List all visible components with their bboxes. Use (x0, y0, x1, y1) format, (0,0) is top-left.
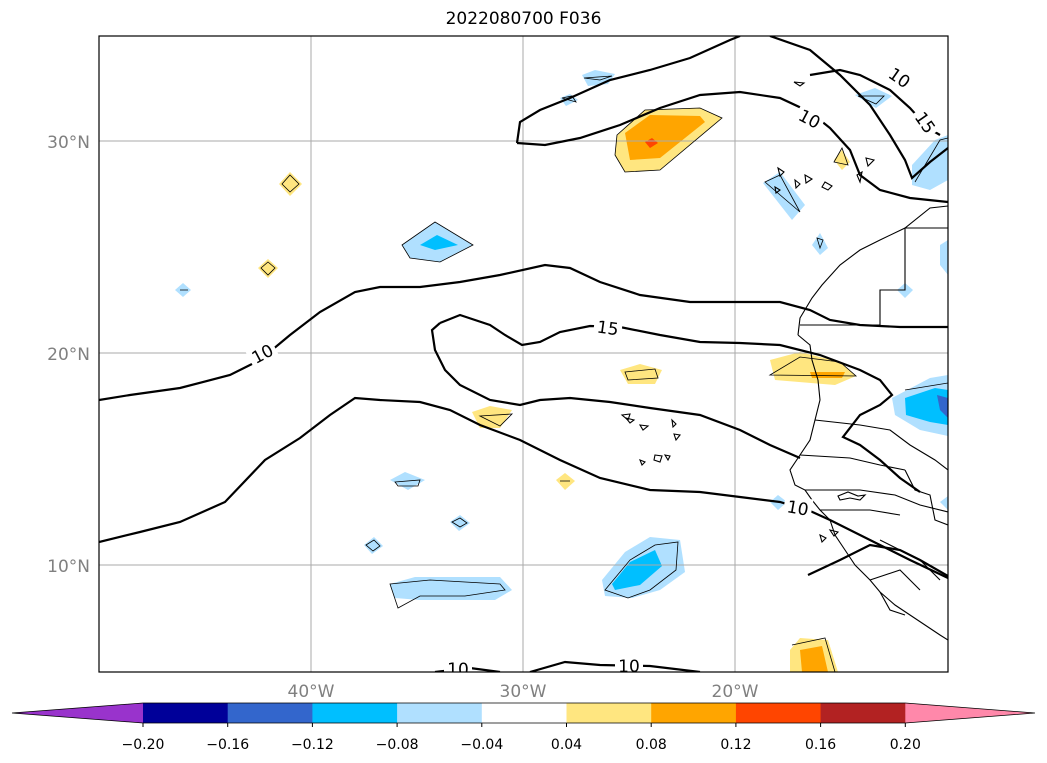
fill-positive (279, 172, 302, 196)
colorbar-tick-label: −0.16 (206, 737, 249, 753)
contour-label: 10 (447, 660, 469, 680)
colorbar-tick-label: 0.16 (805, 737, 836, 753)
fill-negative (364, 537, 383, 554)
lon-label: 20°W (712, 682, 759, 702)
fill-positive (800, 646, 828, 672)
contour-label: 15 (596, 318, 620, 341)
fill-negative (450, 515, 470, 531)
colorbar-segment (143, 703, 229, 723)
fill-negative (940, 496, 948, 510)
fill-negative (612, 550, 662, 590)
colorbar-tick-label: −0.20 (122, 737, 165, 753)
colorbar-tick-label: 0.08 (636, 737, 667, 753)
lat-label: 30°N (47, 133, 90, 153)
fill-negative (763, 172, 805, 220)
lat-label: 20°N (47, 345, 90, 365)
fill-positive (556, 473, 575, 490)
fill-negative (420, 235, 458, 250)
contour-label: 10 (618, 657, 640, 677)
fill-positive (625, 115, 705, 160)
lat-label: 10°N (47, 557, 90, 577)
fill-positive (258, 259, 278, 278)
colorbar-tick-label: −0.12 (291, 737, 334, 753)
colorbar-tick-label: −0.08 (376, 737, 419, 753)
colorbar-segment (397, 703, 483, 723)
contour-labels: 10 15 10 10 15 10 10 10 (244, 60, 943, 680)
fill-negative (937, 395, 948, 418)
colorbar-segment (481, 703, 567, 723)
anomaly-fills (175, 70, 948, 672)
colorbar-extend-min (12, 703, 143, 723)
gridlines (99, 36, 948, 672)
fill-positive (810, 372, 845, 378)
colorbar-segment (227, 703, 313, 723)
fill-negative (940, 240, 948, 275)
fill-positive (472, 406, 512, 428)
colorbar-segment (735, 703, 822, 723)
colorbar: −0.20 −0.16 −0.12 −0.08 −0.04 0.04 0.08 0.12 0.1… (11, 702, 1036, 753)
anomaly-outlines (180, 75, 948, 672)
colorbar-segment (566, 703, 652, 723)
map-frame (98, 35, 949, 673)
fill-negative (390, 577, 512, 600)
contour-lines (99, 36, 948, 672)
colorbar-tick-label: 0.20 (890, 737, 921, 753)
fill-negative (855, 88, 892, 108)
colorbar-extend-max (905, 703, 1035, 723)
colorbar-segment (820, 703, 906, 723)
colorbar-tick-label: −0.04 (460, 737, 503, 753)
colorbar-segment (651, 703, 737, 723)
map-content: 10 15 10 10 15 10 10 10 (99, 36, 948, 680)
colorbar-segment (312, 703, 398, 723)
lon-label: 30°W (500, 682, 547, 702)
map-title: 2022080700 F036 (445, 9, 602, 29)
contour-label: 10 (785, 497, 810, 520)
colorbar-tick-label: 0.04 (551, 737, 582, 753)
fill-negative (812, 233, 828, 255)
colorbar-tick-label: 0.12 (720, 737, 751, 753)
fill-negative (905, 388, 948, 425)
lon-label: 40°W (288, 682, 335, 702)
